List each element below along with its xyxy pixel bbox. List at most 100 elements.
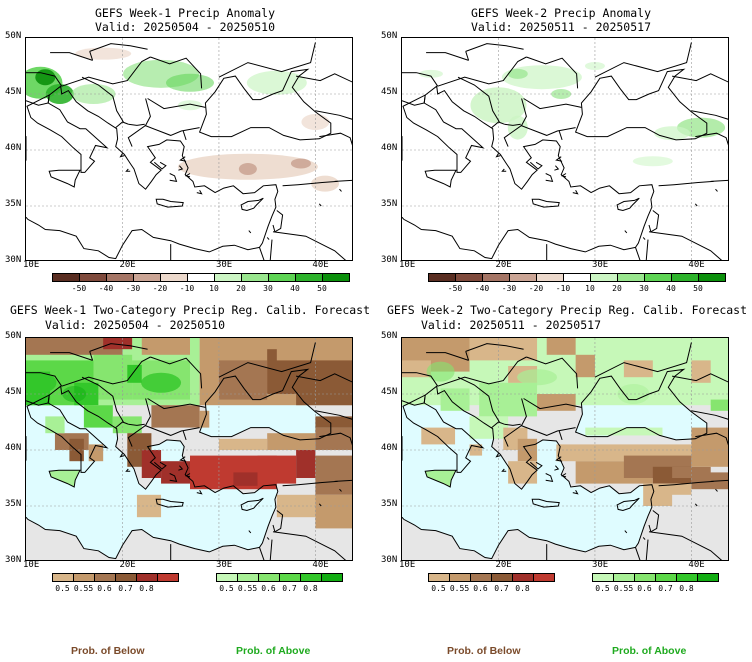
border-line (635, 547, 641, 560)
border-line (520, 424, 576, 436)
lon-label: 40E (312, 560, 329, 570)
lon-label: 20E (119, 260, 136, 270)
field-cell (233, 472, 258, 486)
lat-label: 45N (5, 387, 22, 397)
colorbar-swatch (592, 573, 614, 582)
coastline (26, 385, 279, 548)
border-line (691, 410, 728, 420)
colorbar-tick-label: -10 (555, 284, 571, 293)
colorbar-tick-label: 40 (666, 284, 676, 293)
field-cell (151, 405, 200, 428)
island-coast (545, 173, 554, 183)
border-line (635, 247, 641, 260)
sicily-coast (48, 469, 81, 488)
field-patch (26, 372, 57, 393)
prob-above-label: Prob. of Above (612, 645, 687, 657)
border-line (504, 423, 521, 426)
lat-label: 40N (5, 143, 22, 153)
colorbar-tick-label: 0.55 (237, 584, 258, 593)
colorbar-swatch (73, 573, 95, 582)
lat-label: 50N (5, 31, 22, 41)
lat-label: 30N (5, 255, 22, 265)
island-coast (125, 468, 131, 472)
colorbar-tick-label: 0.5 (55, 584, 70, 593)
field-cell (546, 338, 576, 355)
colorbar-tick-label: 50 (317, 284, 327, 293)
sicily-coast (424, 169, 457, 188)
border-line (658, 180, 714, 187)
cyprus-coast (616, 197, 640, 212)
black-sea-coast (574, 68, 708, 141)
crete-coast (531, 498, 560, 508)
field-cell (672, 466, 711, 478)
colorbar-swatch (94, 573, 116, 582)
border-line (272, 531, 347, 560)
colorbar-tick-label: 40 (290, 284, 300, 293)
island-coast (184, 173, 191, 178)
lat-label: 50N (381, 331, 398, 341)
colorbar-tick-label: 50 (693, 284, 703, 293)
border-line (81, 76, 124, 123)
border-line (89, 343, 148, 352)
colorbar-swatch (268, 273, 296, 282)
field-patch (238, 163, 257, 176)
border-line (147, 398, 206, 410)
lon-label: 40E (688, 260, 705, 270)
border-line (144, 424, 200, 436)
border-line (272, 210, 284, 233)
colorbar-swatch (536, 273, 564, 282)
border-line (89, 351, 94, 361)
lon-label: 10E (399, 560, 416, 570)
field-patch (654, 126, 691, 141)
field-cell (315, 416, 352, 428)
border-line (259, 547, 265, 560)
colorbar-swatch (655, 573, 677, 582)
border-line (269, 239, 273, 260)
field-patch (246, 70, 307, 95)
island-coast (169, 173, 178, 183)
panel-title: GEFS Week-2 Two-Category Precip Reg. Cal… (386, 303, 748, 317)
colorbar-swatch (491, 573, 513, 582)
border-line (182, 130, 187, 141)
below-colorbar: 0.5 0.55 0.6 0.7 0.8 (428, 573, 556, 595)
border-line (558, 130, 563, 141)
field-cell (218, 438, 268, 450)
lon-label: 30E (591, 260, 609, 270)
map-canvas (26, 338, 352, 560)
colorbar-tick-label: 30 (263, 284, 273, 293)
coastline (26, 85, 279, 248)
colorbar-tick-label: 0.8 (515, 584, 530, 593)
border-line (40, 372, 63, 387)
border-line (520, 124, 576, 136)
sicily-coast (424, 469, 457, 488)
border-line (315, 410, 352, 420)
field-cell (276, 494, 316, 518)
colorbar-tick-label: -10 (179, 284, 195, 293)
coastline (402, 516, 636, 560)
colorbar-swatch (698, 273, 726, 282)
island-coast (153, 461, 167, 470)
lat-label: 45N (5, 87, 22, 97)
lon-label: 40E (312, 260, 329, 270)
field-patch (166, 73, 214, 92)
lat-label: 40N (5, 443, 22, 453)
field-patch (617, 384, 650, 404)
field-patch (75, 47, 132, 60)
border-line (150, 56, 203, 89)
field-cell (575, 354, 595, 378)
colorbar-swatch (613, 573, 635, 582)
lon-label: 30E (215, 560, 233, 570)
field-cell (93, 354, 133, 400)
island-coast (554, 465, 560, 471)
border-line (491, 421, 505, 428)
island-coast (572, 190, 579, 195)
border-line (115, 421, 129, 428)
lat-label: 35N (5, 499, 22, 509)
island-coast (196, 190, 203, 195)
lon-label: 30E (215, 260, 233, 270)
border-line (457, 376, 500, 423)
sicily-coast (48, 169, 81, 188)
border-line (144, 124, 200, 136)
coastline (402, 385, 655, 548)
colorbar-swatch (241, 273, 269, 282)
